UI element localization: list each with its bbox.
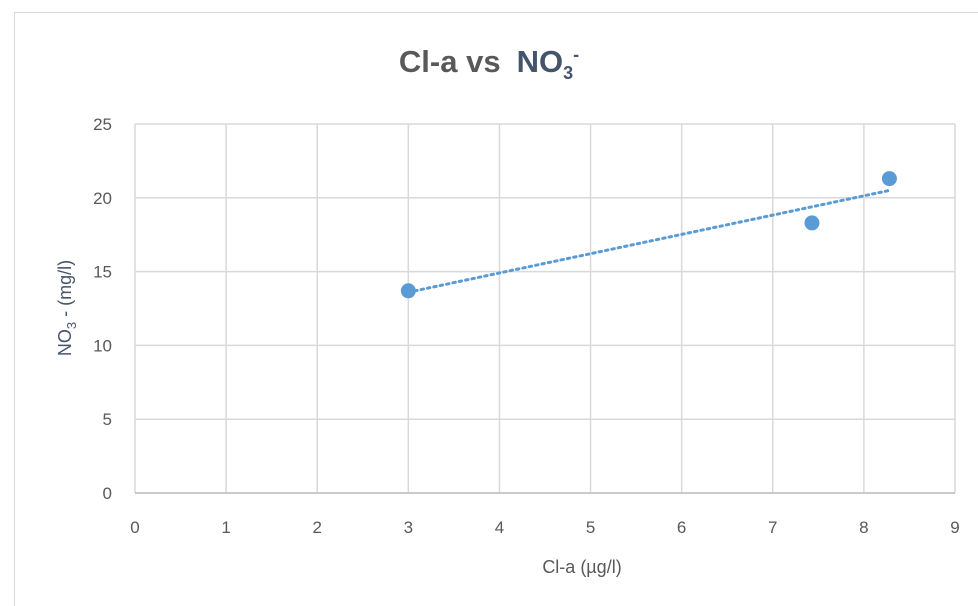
y-axis-title-sub: 3: [64, 322, 79, 329]
chart-title-sup: -: [573, 44, 580, 65]
y-tick-label: 25: [93, 115, 112, 134]
chart-title-no: NO: [516, 44, 564, 79]
tick-labels: 0 1 2 3 4 5 6 7 8 9 0 5 10 15 20 25: [93, 115, 960, 537]
chart-title-sub: 3: [563, 63, 574, 84]
y-tick-label: 0: [103, 484, 112, 503]
x-tick-label: 8: [859, 518, 868, 537]
chart-title: Cl-a vs NO3-: [0, 44, 978, 84]
x-tick-label: 5: [586, 518, 595, 537]
y-tick-label: 10: [93, 336, 112, 355]
y-axis-title-rest: - (mg/l): [55, 260, 75, 322]
y-tick-label: 15: [93, 263, 112, 282]
data-points: [400, 171, 897, 299]
x-tick-label: 6: [677, 518, 686, 537]
data-point: [400, 283, 416, 299]
gridlines: [134, 123, 956, 494]
chart-title-part-a: Cl-a vs: [398, 44, 501, 79]
x-axis-title: Cl-a (µg/l): [542, 557, 621, 577]
trendline: [406, 188, 891, 294]
trendline-group: [406, 188, 891, 294]
y-tick-label: 20: [93, 189, 112, 208]
y-tick-label: 5: [103, 410, 112, 429]
x-tick-label: 2: [312, 518, 321, 537]
y-axis-title: NO3 - (mg/l): [55, 260, 79, 356]
data-point: [804, 215, 820, 231]
x-tick-label: 0: [130, 518, 139, 537]
x-tick-label: 9: [950, 518, 959, 537]
x-tick-label: 4: [495, 518, 504, 537]
chart-frame: [14, 12, 978, 606]
data-point: [881, 171, 897, 187]
x-tick-label: 1: [221, 518, 230, 537]
x-tick-label: 7: [768, 518, 777, 537]
y-axis-title-main: NO: [55, 329, 75, 356]
chart-title-part-b: NO3-: [516, 44, 580, 83]
x-tick-label: 3: [404, 518, 413, 537]
